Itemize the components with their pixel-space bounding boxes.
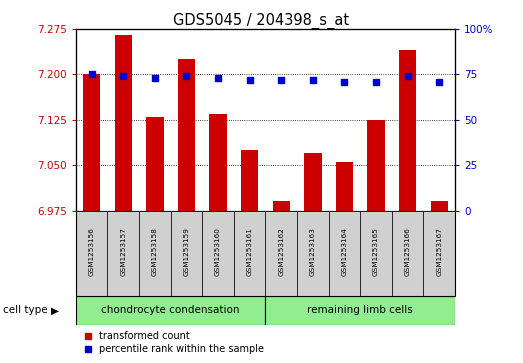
Text: GSM1253160: GSM1253160 <box>215 227 221 276</box>
Text: GSM1253158: GSM1253158 <box>152 227 158 276</box>
Text: GSM1253167: GSM1253167 <box>436 227 442 276</box>
Point <box>435 79 444 85</box>
Bar <box>178 59 195 211</box>
Text: GSM1253166: GSM1253166 <box>405 227 411 276</box>
Bar <box>234 211 266 296</box>
Text: chondrocyte condensation: chondrocyte condensation <box>101 305 240 315</box>
Bar <box>272 201 290 211</box>
Text: GSM1253157: GSM1253157 <box>120 227 126 276</box>
Bar <box>83 74 100 211</box>
Point <box>309 77 317 83</box>
Point <box>372 79 380 85</box>
Bar <box>328 211 360 296</box>
Text: cell type: cell type <box>3 305 47 315</box>
Text: GSM1253159: GSM1253159 <box>184 227 189 276</box>
Bar <box>430 201 448 211</box>
Legend: transformed count, percentile rank within the sample: transformed count, percentile rank withi… <box>81 327 268 358</box>
Bar <box>241 150 258 211</box>
Bar <box>399 50 416 211</box>
Text: GSM1253156: GSM1253156 <box>88 227 95 276</box>
Point <box>277 77 286 83</box>
Text: ▶: ▶ <box>51 305 59 315</box>
Point <box>182 73 190 79</box>
Point <box>87 72 96 77</box>
Text: GSM1253163: GSM1253163 <box>310 227 316 276</box>
Point <box>245 77 254 83</box>
Bar <box>266 296 455 325</box>
Bar <box>146 117 164 211</box>
Point <box>119 73 128 79</box>
Bar <box>360 211 392 296</box>
Bar <box>76 211 107 296</box>
Bar <box>107 211 139 296</box>
Bar <box>115 35 132 211</box>
Point <box>403 73 412 79</box>
Bar <box>367 120 385 211</box>
Bar <box>336 162 353 211</box>
Text: remaining limb cells: remaining limb cells <box>308 305 413 315</box>
Point <box>340 79 349 85</box>
Text: GSM1253161: GSM1253161 <box>247 227 253 276</box>
Bar <box>424 211 455 296</box>
Bar <box>170 211 202 296</box>
Bar <box>266 211 297 296</box>
Bar <box>392 211 424 296</box>
Point <box>151 75 159 81</box>
Text: GSM1253164: GSM1253164 <box>342 227 347 276</box>
Text: GDS5045 / 204398_s_at: GDS5045 / 204398_s_at <box>174 13 349 29</box>
Point <box>214 75 222 81</box>
Text: GSM1253165: GSM1253165 <box>373 227 379 276</box>
Bar <box>202 211 234 296</box>
Bar <box>297 211 328 296</box>
Bar <box>304 153 322 211</box>
Bar <box>209 114 226 211</box>
Bar <box>139 211 170 296</box>
Bar <box>76 296 266 325</box>
Text: GSM1253162: GSM1253162 <box>278 227 284 276</box>
